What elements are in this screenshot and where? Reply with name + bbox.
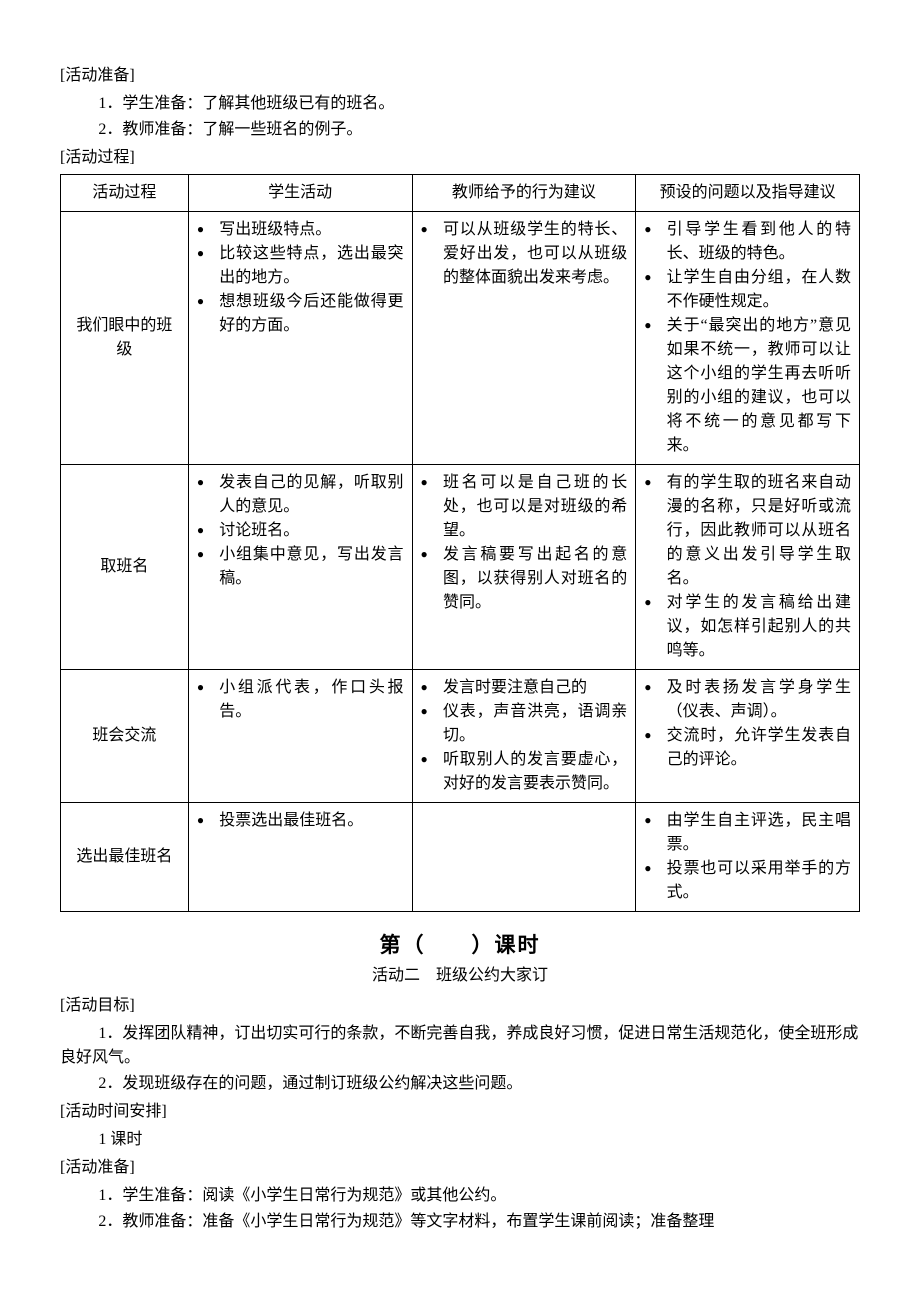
bullet-item: 比较这些特点，选出最突出的地方。 bbox=[197, 242, 404, 290]
col-header: 教师给予的行为建议 bbox=[412, 175, 636, 212]
bullet-item: 让学生自由分组，在人数不作硬性规定。 bbox=[644, 266, 851, 314]
activity-table: 活动过程 学生活动 教师给予的行为建议 预设的问题以及指导建议 我们眼中的班级写… bbox=[60, 174, 860, 912]
table-row: 我们眼中的班级写出班级特点。比较这些特点，选出最突出的地方。想想班级今后还能做得… bbox=[61, 212, 860, 465]
student-cell: 发表自己的见解，听取别人的意见。讨论班名。小组集中意见，写出发言稿。 bbox=[188, 465, 412, 670]
table-header-row: 活动过程 学生活动 教师给予的行为建议 预设的问题以及指导建议 bbox=[61, 175, 860, 212]
bullet-item: 投票也可以采用举手的方式。 bbox=[644, 857, 851, 905]
bullet-item: 可以从班级学生的特长、爱好出发，也可以从班级的整体面貌出发来考虑。 bbox=[421, 218, 628, 290]
preset-cell: 及时表扬发言学身学生（仪表、声调）。交流时，允许学生发表自己的评论。 bbox=[636, 670, 860, 803]
bullet-item: 发言时要注意自己的 bbox=[421, 676, 628, 700]
process-label: [活动过程] bbox=[60, 146, 860, 170]
bullet-item: 小组派代表，作口头报告。 bbox=[197, 676, 404, 724]
bullet-item: 发言稿要写出起名的意图，以获得别人对班名的赞同。 bbox=[421, 543, 628, 615]
teacher-cell: 可以从班级学生的特长、爱好出发，也可以从班级的整体面貌出发来考虑。 bbox=[412, 212, 636, 465]
bullet-item: 写出班级特点。 bbox=[197, 218, 404, 242]
bullet-item: 讨论班名。 bbox=[197, 519, 404, 543]
prep-label: [活动准备] bbox=[60, 64, 860, 88]
prep2-item: 1．学生准备：阅读《小学生日常行为规范》或其他公约。 bbox=[60, 1184, 860, 1208]
bullet-item: 对学生的发言稿给出建议，如怎样引起别人的共鸣等。 bbox=[644, 591, 851, 663]
bullet-item: 有的学生取的班名来自动漫的名称，只是好听或流行，因此教师可以从班名的意义出发引导… bbox=[644, 471, 851, 591]
col-header: 活动过程 bbox=[61, 175, 189, 212]
table-row: 班会交流小组派代表，作口头报告。发言时要注意自己的仪表，声音洪亮，语调亲切。听取… bbox=[61, 670, 860, 803]
stage-cell: 我们眼中的班级 bbox=[61, 212, 189, 465]
bullet-item: 仪表，声音洪亮，语调亲切。 bbox=[421, 700, 628, 748]
stage-cell: 取班名 bbox=[61, 465, 189, 670]
student-cell: 写出班级特点。比较这些特点，选出最突出的地方。想想班级今后还能做得更好的方面。 bbox=[188, 212, 412, 465]
bullet-item: 投票选出最佳班名。 bbox=[197, 809, 404, 833]
prep2-item: 2．教师准备：准备《小学生日常行为规范》等文字材料，布置学生课前阅读；准备整理 bbox=[60, 1210, 860, 1234]
prep-item: 1．学生准备：了解其他班级已有的班名。 bbox=[60, 92, 860, 116]
bullet-item: 发表自己的见解，听取别人的意见。 bbox=[197, 471, 404, 519]
table-row: 选出最佳班名投票选出最佳班名。 由学生自主评选，民主唱票。投票也可以采用举手的方式… bbox=[61, 803, 860, 912]
col-header: 预设的问题以及指导建议 bbox=[636, 175, 860, 212]
bullet-item: 及时表扬发言学身学生（仪表、声调）。 bbox=[644, 676, 851, 724]
preset-cell: 引导学生看到他人的特长、班级的特色。让学生自由分组，在人数不作硬性规定。关于“最… bbox=[636, 212, 860, 465]
preset-cell: 有的学生取的班名来自动漫的名称，只是好听或流行，因此教师可以从班名的意义出发引导… bbox=[636, 465, 860, 670]
bullet-item: 听取别人的发言要虚心，对好的发言要表示赞同。 bbox=[421, 748, 628, 796]
bullet-item: 想想班级今后还能做得更好的方面。 bbox=[197, 290, 404, 338]
bullet-item: 关于“最突出的地方”意见如果不统一，教师可以让这个小组的学生再去听听别的小组的建… bbox=[644, 314, 851, 458]
goal-label: [活动目标] bbox=[60, 994, 860, 1018]
student-cell: 小组派代表，作口头报告。 bbox=[188, 670, 412, 803]
teacher-cell: 发言时要注意自己的仪表，声音洪亮，语调亲切。听取别人的发言要虚心，对好的发言要表… bbox=[412, 670, 636, 803]
lesson-title: 第（ ）课时 bbox=[60, 930, 860, 962]
preset-cell: 由学生自主评选，民主唱票。投票也可以采用举手的方式。 bbox=[636, 803, 860, 912]
time-label: [活动时间安排] bbox=[60, 1100, 860, 1124]
stage-cell: 班会交流 bbox=[61, 670, 189, 803]
teacher-cell bbox=[412, 803, 636, 912]
bullet-item: 交流时，允许学生发表自己的评论。 bbox=[644, 724, 851, 772]
teacher-cell: 班名可以是自己班的长处，也可以是对班级的希望。发言稿要写出起名的意图，以获得别人… bbox=[412, 465, 636, 670]
goal-item: 1．发挥团队精神，订出切实可行的条款，不断完善自我，养成良好习惯，促进日常生活规… bbox=[60, 1022, 860, 1070]
time-value: 1 课时 bbox=[60, 1128, 860, 1152]
prep-item: 2．教师准备：了解一些班名的例子。 bbox=[60, 118, 860, 142]
bullet-item: 小组集中意见，写出发言稿。 bbox=[197, 543, 404, 591]
student-cell: 投票选出最佳班名。 bbox=[188, 803, 412, 912]
col-header: 学生活动 bbox=[188, 175, 412, 212]
goal-item: 2．发现班级存在的问题，通过制订班级公约解决这些问题。 bbox=[60, 1072, 860, 1096]
table-row: 取班名发表自己的见解，听取别人的意见。讨论班名。小组集中意见，写出发言稿。班名可… bbox=[61, 465, 860, 670]
lesson-subtitle: 活动二 班级公约大家订 bbox=[60, 964, 860, 988]
bullet-item: 由学生自主评选，民主唱票。 bbox=[644, 809, 851, 857]
prep2-label: [活动准备] bbox=[60, 1156, 860, 1180]
stage-cell: 选出最佳班名 bbox=[61, 803, 189, 912]
bullet-item: 班名可以是自己班的长处，也可以是对班级的希望。 bbox=[421, 471, 628, 543]
bullet-item: 引导学生看到他人的特长、班级的特色。 bbox=[644, 218, 851, 266]
